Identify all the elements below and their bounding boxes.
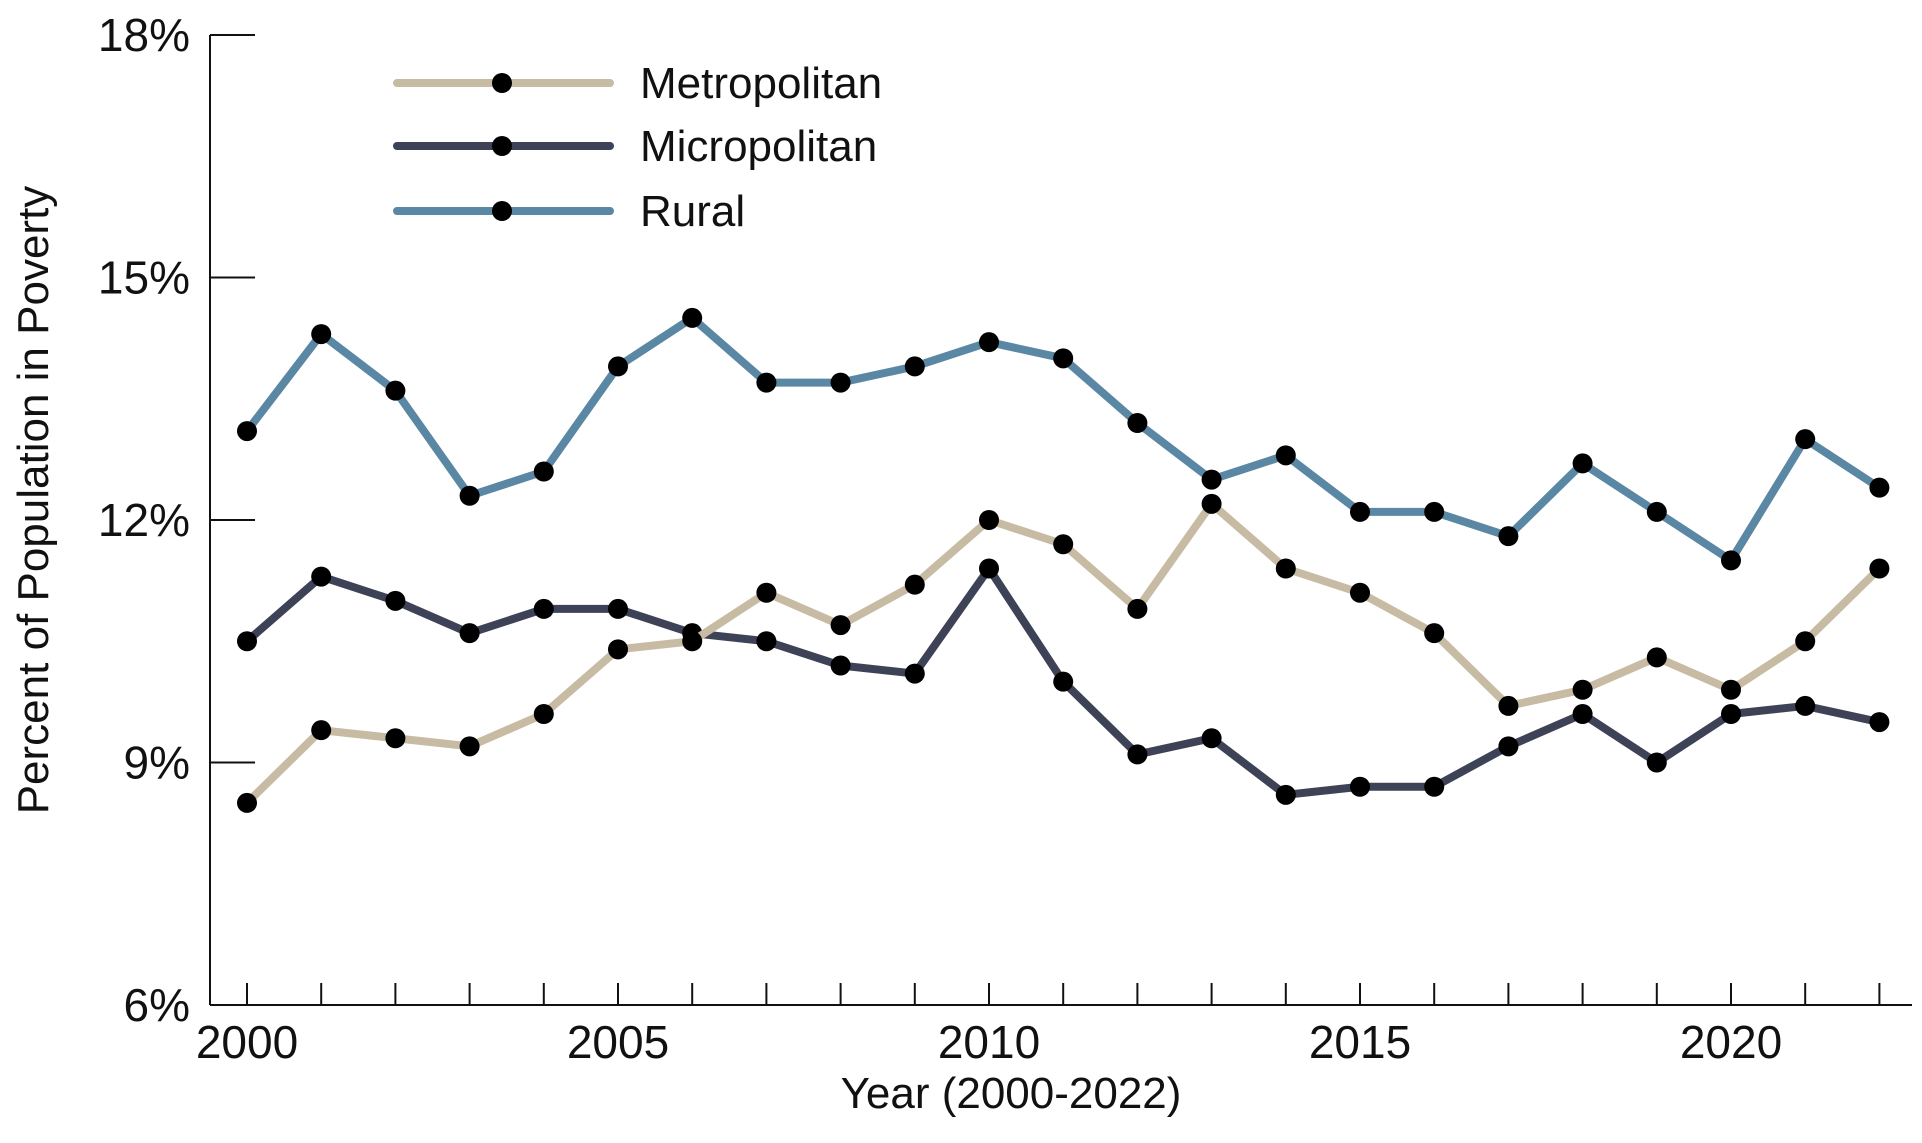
x-tick-label: 2015	[1309, 1016, 1411, 1068]
data-point	[311, 566, 332, 587]
data-point	[756, 631, 777, 652]
data-point	[311, 324, 332, 345]
x-tick-label: 2020	[1680, 1016, 1782, 1068]
data-point	[1127, 413, 1148, 433]
data-point	[385, 728, 406, 749]
data-point	[1869, 477, 1890, 498]
data-point	[1127, 598, 1148, 619]
data-point	[1646, 647, 1667, 668]
x-tick-label: 2005	[567, 1016, 669, 1068]
y-tick-label: 6%	[124, 979, 190, 1031]
data-point	[385, 380, 406, 401]
data-point	[237, 792, 257, 813]
x-tick-label: 2010	[938, 1016, 1040, 1068]
data-point	[756, 372, 777, 393]
data-point	[1275, 558, 1296, 579]
y-axis-title: Percent of Population in Poverty	[9, 186, 58, 815]
data-point	[1424, 623, 1445, 644]
data-point	[459, 485, 480, 506]
data-point	[979, 510, 999, 530]
legend-item-micropolitan: Micropolitan	[393, 122, 877, 171]
legend-item-metropolitan: Metropolitan	[393, 59, 882, 108]
data-point	[1424, 776, 1445, 797]
data-point	[1201, 469, 1222, 490]
data-point	[1795, 429, 1816, 450]
data-point	[1498, 736, 1519, 757]
x-tick-label: 2000	[196, 1016, 298, 1068]
data-point	[904, 356, 925, 377]
data-point	[830, 372, 851, 393]
data-point	[1350, 582, 1370, 603]
data-point	[1795, 631, 1816, 652]
data-point	[1201, 728, 1222, 749]
data-point	[1498, 526, 1519, 547]
legend-marker	[492, 201, 512, 221]
data-point	[533, 704, 554, 724]
x-axis-title: Year (2000-2022)	[841, 1069, 1182, 1118]
data-point	[608, 356, 628, 377]
axes: 6% 9% 12% 15% 18% 2000 2005 2010 2015 2020	[98, 9, 1912, 1068]
legend-label: Micropolitan	[640, 122, 877, 171]
data-point	[1053, 534, 1074, 555]
data-point	[1498, 695, 1519, 716]
y-tick-label: 15%	[98, 252, 190, 304]
data-point	[904, 663, 925, 684]
legend-item-rural: Rural	[393, 187, 745, 236]
data-point	[311, 720, 332, 741]
legend-marker	[492, 73, 512, 93]
data-point	[1646, 501, 1667, 522]
data-point	[1053, 348, 1074, 369]
data-point	[1201, 493, 1222, 514]
data-point	[533, 598, 554, 619]
data-point	[608, 598, 628, 619]
data-point	[1795, 695, 1816, 716]
data-point	[1572, 679, 1593, 700]
data-point	[830, 615, 851, 636]
data-point	[1869, 712, 1890, 733]
data-point	[1572, 704, 1593, 724]
data-point	[1424, 501, 1445, 522]
legend-label: Rural	[640, 187, 745, 236]
data-point	[979, 558, 999, 579]
y-tick-label: 9%	[124, 737, 190, 789]
data-point	[459, 736, 480, 757]
data-point	[979, 332, 999, 353]
data-point	[608, 639, 628, 660]
data-point	[533, 461, 554, 482]
data-point	[385, 590, 406, 611]
y-tick-label: 18%	[98, 9, 190, 61]
data-point	[1721, 679, 1741, 700]
data-point	[1721, 704, 1741, 724]
series-rural	[237, 307, 1890, 571]
y-tick-label: 12%	[98, 494, 190, 546]
data-point	[1572, 453, 1593, 474]
data-point	[904, 574, 925, 595]
series-micropolitan	[237, 558, 1890, 805]
legend: Metropolitan Micropolitan Rural	[393, 59, 882, 236]
data-point	[1275, 784, 1296, 805]
data-point	[1275, 445, 1296, 466]
data-point	[1350, 501, 1370, 522]
data-point	[830, 655, 851, 676]
data-point	[1646, 752, 1667, 773]
series-metropolitan	[237, 493, 1890, 813]
legend-marker	[492, 136, 512, 156]
data-point	[1350, 776, 1370, 797]
data-point	[459, 623, 480, 644]
data-point	[237, 421, 257, 442]
data-point	[1869, 558, 1890, 579]
data-point	[682, 631, 703, 652]
series-layer	[237, 307, 1890, 813]
data-point	[1053, 671, 1074, 692]
data-point	[237, 631, 257, 652]
data-point	[1127, 744, 1148, 765]
data-point	[1721, 550, 1741, 571]
data-point	[682, 307, 703, 328]
legend-label: Metropolitan	[640, 59, 882, 108]
data-point	[756, 582, 777, 603]
